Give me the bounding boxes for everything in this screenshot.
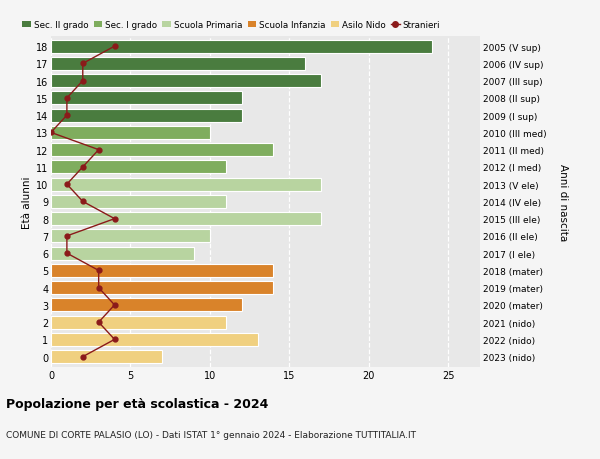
Bar — [51, 92, 242, 105]
Bar — [51, 316, 226, 329]
Bar — [51, 178, 321, 191]
Bar — [51, 281, 274, 295]
Bar — [51, 247, 194, 260]
Bar — [51, 144, 274, 157]
Bar — [51, 58, 305, 71]
Bar — [51, 196, 226, 208]
Bar — [51, 75, 321, 88]
Bar — [51, 161, 226, 174]
Bar — [51, 230, 210, 243]
Y-axis label: Età alunni: Età alunni — [22, 176, 32, 228]
Bar — [51, 213, 321, 226]
Bar — [51, 109, 242, 123]
Text: Popolazione per età scolastica - 2024: Popolazione per età scolastica - 2024 — [6, 397, 268, 410]
Y-axis label: Anni di nascita: Anni di nascita — [557, 163, 568, 241]
Bar — [51, 40, 433, 54]
Bar — [51, 350, 162, 364]
Bar — [51, 127, 210, 140]
Bar — [51, 333, 257, 346]
Text: COMUNE DI CORTE PALASIO (LO) - Dati ISTAT 1° gennaio 2024 - Elaborazione TUTTITA: COMUNE DI CORTE PALASIO (LO) - Dati ISTA… — [6, 431, 416, 440]
Bar — [51, 299, 242, 312]
Legend: Sec. II grado, Sec. I grado, Scuola Primaria, Scuola Infanzia, Asilo Nido, Stran: Sec. II grado, Sec. I grado, Scuola Prim… — [22, 21, 440, 30]
Bar — [51, 264, 274, 277]
